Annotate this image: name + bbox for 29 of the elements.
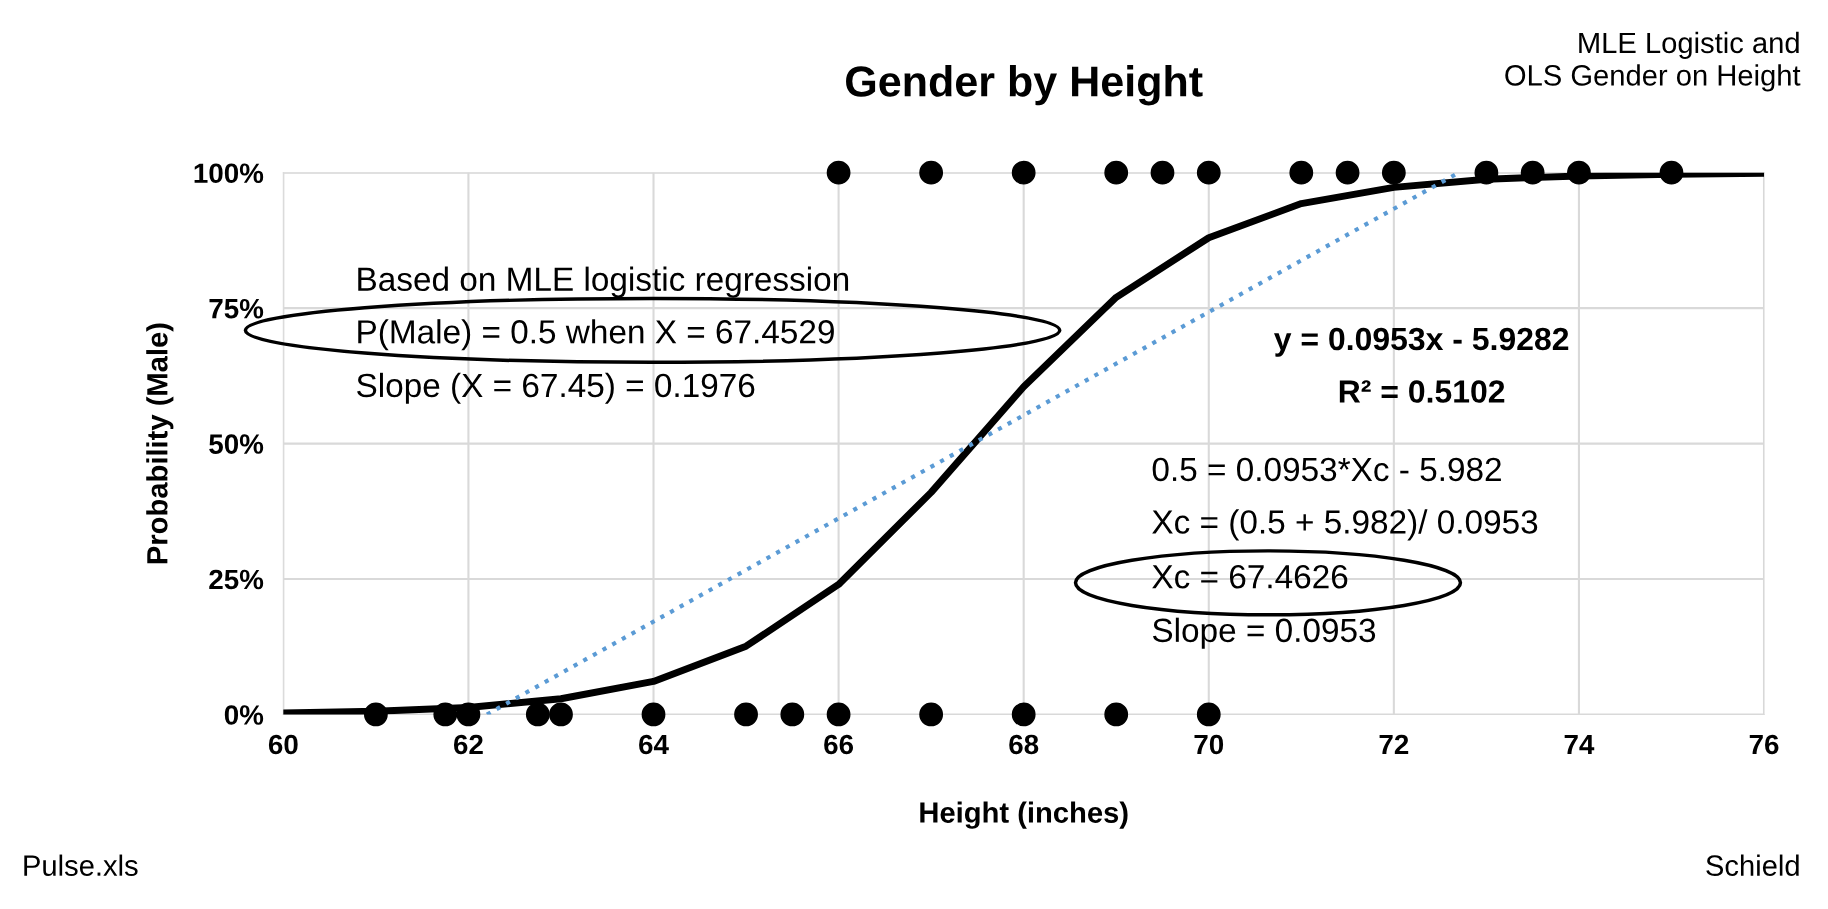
annotation: P(Male) = 0.5 when X = 67.4529 [358,319,834,351]
y-axis-title: Probability (Male) [146,323,174,564]
x-tick-label: 72 [1379,734,1409,755]
x-tick-label: 66 [824,734,854,755]
annotation: y = 0.0953x - 5.9282 [1274,327,1569,357]
annotation: R² = 0.5102 [1339,380,1505,403]
annotation: Slope (X = 67.45) = 0.1976 [357,372,755,404]
x-tick-label: 70 [1194,734,1224,755]
text: Pulse.xls [24,854,138,876]
text: Schield [1706,854,1799,876]
x-tick-label: 76 [1749,734,1779,755]
x-tick-label: 62 [453,734,483,755]
x-tick-label: 74 [1564,734,1595,755]
annotation: Xc = 67.4626 [1152,564,1348,589]
x-tick-label: 60 [268,734,298,755]
annotation: Based on MLE logistic regression [358,266,849,298]
y-tick-label: 25% [209,569,264,590]
y-tick-label: 75% [209,298,264,319]
annotation: Slope = 0.0953 [1152,617,1376,649]
y-tick-label: 0% [224,705,264,725]
x-axis-title: Height (inches) [920,801,1128,829]
y-tick-label: 50% [209,434,264,454]
x-tick-label: 64 [639,734,669,755]
annotation: 0.5 = 0.0953*Xc - 5.982 [1152,457,1501,482]
x-tick-label: 68 [1009,734,1039,755]
y-tick-label: 100% [194,163,264,184]
text: MLE Logistic and OLS Gender on Height [1505,31,1801,92]
chart-title: Gender by Height [846,65,1203,106]
annotation: Xc = (0.5 + 5.982)/ 0.0953 [1152,509,1538,541]
